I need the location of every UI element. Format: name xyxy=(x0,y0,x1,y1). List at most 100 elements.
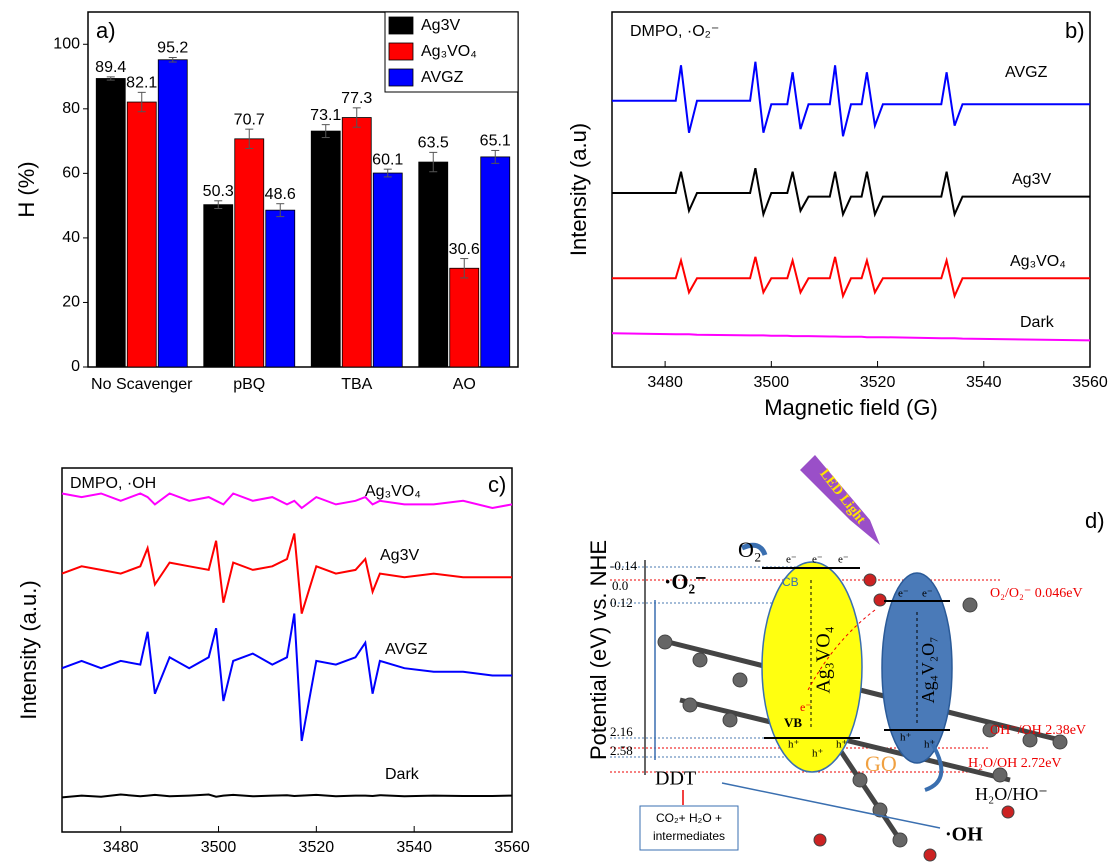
arrow xyxy=(721,782,941,829)
electron: e⁻ xyxy=(898,588,909,600)
y-axis-title: Intensity (a.u.) xyxy=(16,580,41,719)
x-tick-label: 3520 xyxy=(860,374,896,391)
bar xyxy=(341,117,372,368)
plot-frame xyxy=(61,467,513,833)
error-bar xyxy=(137,91,146,113)
level-label: 0.12 xyxy=(610,595,633,610)
transfer-arrow xyxy=(807,609,876,691)
product-box xyxy=(639,805,739,851)
species: O₂ xyxy=(738,537,762,562)
error-bar xyxy=(245,128,254,150)
x-tick-label: AO xyxy=(453,376,476,393)
bar xyxy=(95,78,126,368)
x-tick-label: 3540 xyxy=(396,839,432,856)
y-axis-title: H (%) xyxy=(14,161,39,217)
legend-label: Ag3V xyxy=(421,17,460,34)
x-tick-label: 3540 xyxy=(966,374,1002,391)
x-tick-label: 3480 xyxy=(647,374,683,391)
spectrum xyxy=(61,533,512,614)
mechanism-diagram: Potential (eV) vs. NHE -0.14 0.0 0.12 2.… xyxy=(586,455,1105,862)
hole: h⁺ xyxy=(924,739,936,751)
series-label: AVGZ xyxy=(385,641,428,658)
band-label: CB xyxy=(782,575,799,589)
bar xyxy=(372,172,403,368)
annotation: DMPO, ·OH xyxy=(70,475,156,492)
hole: h⁺ xyxy=(836,739,848,751)
error-bar xyxy=(429,151,438,173)
spectrum xyxy=(61,793,513,799)
support-label: GO xyxy=(865,751,897,776)
material-label: Ag₄V₂O₇ xyxy=(918,637,938,704)
x-tick-label: TBA xyxy=(341,376,372,393)
product-label: CO₂+ H₂O + xyxy=(656,811,722,825)
semiconductor xyxy=(761,561,863,773)
spectrum xyxy=(612,167,1090,219)
x-tick-label: 3500 xyxy=(754,374,790,391)
level-label: 0.0 xyxy=(612,578,628,593)
value-label: 73.1 xyxy=(310,107,341,124)
y-tick-label: 0 xyxy=(71,358,80,375)
x-tick-label: 3560 xyxy=(494,839,530,856)
x-tick-label: 3480 xyxy=(103,839,139,856)
redox-label: H₂O/OH 2.72eV xyxy=(968,756,1062,771)
value-label: 70.7 xyxy=(234,111,265,128)
legend-label: Ag₃VO₄ xyxy=(421,43,477,60)
arrow xyxy=(924,738,944,792)
spectrum xyxy=(61,613,512,742)
value-label: 65.1 xyxy=(480,133,511,150)
bar xyxy=(203,204,234,368)
level-label: 2.58 xyxy=(610,743,633,758)
redox-label: O₂/O₂⁻ 0.046eV xyxy=(990,586,1083,601)
plot-frame xyxy=(611,11,1091,368)
value-label: 60.1 xyxy=(372,151,403,168)
value-label: 89.4 xyxy=(95,59,126,76)
series-label: Ag3V xyxy=(380,547,419,564)
bar xyxy=(418,161,449,368)
electron: e⁻ xyxy=(812,554,823,566)
species: ·OH xyxy=(945,824,983,846)
error-bar xyxy=(168,57,177,63)
panel-label: b) xyxy=(1065,18,1085,43)
bar xyxy=(234,138,265,368)
level-label: 2.16 xyxy=(610,724,633,739)
value-label: 50.3 xyxy=(203,183,234,200)
electron: e⁻ xyxy=(800,700,812,714)
bar xyxy=(310,130,341,368)
panel-label: d) xyxy=(1085,508,1105,533)
species: H₂O/HO⁻ xyxy=(975,784,1048,804)
material-label: Ag₃VO₄ xyxy=(813,626,835,693)
error-bar xyxy=(460,258,469,279)
annotation: DMPO, ·O₂⁻ xyxy=(630,23,719,40)
product-label: intermediates xyxy=(653,829,725,843)
bar xyxy=(265,209,296,368)
y-axis-title: Potential (eV) vs. NHE xyxy=(586,540,611,760)
hole: h⁺ xyxy=(812,748,824,760)
legend-label: AVGZ xyxy=(421,69,464,86)
x-tick-label: No Scavenger xyxy=(91,376,193,393)
redox-label: OH⁻/OH 2.38eV xyxy=(990,723,1086,738)
value-label: 77.3 xyxy=(341,90,372,107)
electron: e⁻ xyxy=(922,588,933,600)
species: ·O₂⁻ xyxy=(664,569,707,594)
x-tick-label: 3520 xyxy=(299,839,335,856)
x-tick-label: pBQ xyxy=(233,376,265,393)
band-label: VB xyxy=(784,715,802,730)
series-label: Dark xyxy=(1020,314,1055,331)
legend-swatch xyxy=(388,68,414,87)
error-bar xyxy=(491,149,500,164)
series-label: Ag3V xyxy=(1012,171,1051,188)
series-label: AVGZ xyxy=(1005,64,1048,81)
y-tick-label: 20 xyxy=(62,294,80,311)
x-axis-title: Magnetic Field (G) xyxy=(197,860,378,862)
series-label: Dark xyxy=(385,766,420,783)
error-bar xyxy=(214,200,223,210)
error-bar xyxy=(276,203,285,218)
series-label: Ag₃VO₄ xyxy=(1010,253,1066,270)
plot-frame xyxy=(87,11,519,368)
x-axis-title: Magnetic field (G) xyxy=(764,395,938,420)
x-tick-label: 3560 xyxy=(1072,374,1108,391)
spectrum xyxy=(61,492,513,510)
light-bolt xyxy=(800,455,880,545)
spectrum xyxy=(612,61,1090,137)
